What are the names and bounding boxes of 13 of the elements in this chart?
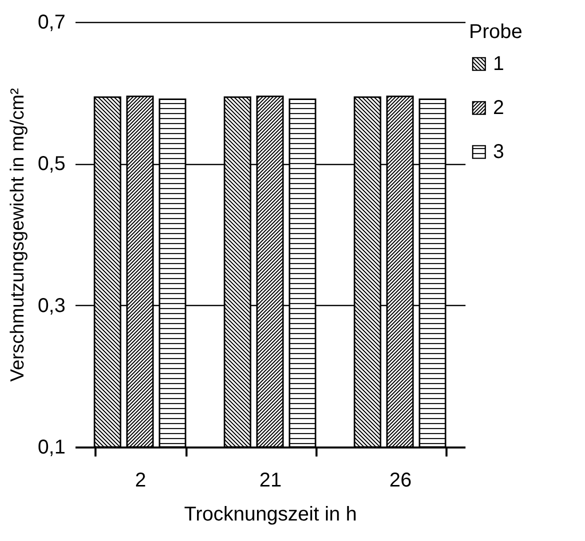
x-tick-label: 26	[389, 470, 412, 492]
x-tick-label: 21	[259, 470, 282, 492]
y-tick-label: 0,7	[38, 12, 66, 34]
legend-label: 3	[493, 141, 504, 163]
legend-title: Probe	[469, 21, 522, 43]
legend-label: 1	[493, 53, 504, 75]
x-tick-label: 2	[134, 470, 146, 492]
x-axis-title: Trocknungszeit in h	[184, 504, 357, 526]
y-axis-title: Verschmutzungsgewicht in mg/cm²	[8, 88, 29, 382]
legend-label: 2	[493, 97, 504, 119]
y-tick-label: 0,1	[38, 436, 66, 458]
y-tick-label: 0,5	[38, 153, 66, 176]
y-tick-label: 0,3	[38, 294, 66, 317]
